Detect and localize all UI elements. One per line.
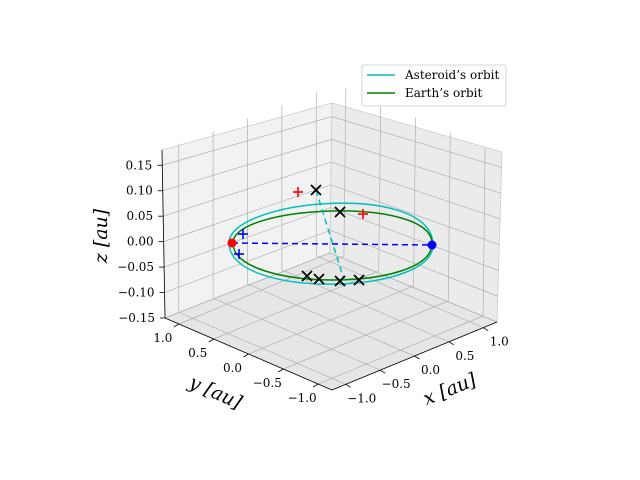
blue-dashed-line [231, 242, 433, 246]
black-x-marker [313, 273, 325, 285]
y-axis-label: y [au] [185, 371, 246, 414]
y-tick [173, 323, 180, 328]
z-gridline [163, 184, 332, 242]
y-tick [278, 368, 284, 373]
x-tick-label: 0.0 [421, 363, 440, 377]
z-tick-label: −0.15 [118, 311, 155, 325]
blue-dot-marker [427, 240, 437, 250]
z-gridline [330, 184, 500, 246]
red-plus-marker [293, 187, 303, 197]
x-tick-label: −1.0 [347, 391, 376, 405]
y-tick-label: −0.5 [253, 376, 282, 390]
z-tick-label: 0.05 [126, 209, 153, 223]
z-gridline [329, 252, 498, 323]
z-gridline [163, 161, 332, 217]
z-gridline [331, 116, 502, 168]
z-tick-label: 0.10 [126, 184, 153, 198]
legend-label-earth: Earth’s orbit [405, 86, 482, 100]
y-gridline [213, 270, 379, 340]
y-gridline [283, 300, 449, 370]
x-tick [448, 341, 455, 346]
black-x-marker [334, 206, 346, 218]
tick-marks: −1.0 −0.5 0.0 0.5 1.0 1.0 0.5 0.0 −0.5 −1.0 0.15 0.… [117, 158, 508, 405]
x-tick [483, 327, 489, 332]
black-x-marker [310, 184, 322, 196]
y-tick-label: 1.0 [153, 331, 172, 345]
legend-label-asteroid: Asteroid’s orbit [404, 68, 499, 82]
blue-plus-marker [234, 249, 244, 259]
z-gridline [162, 139, 332, 192]
y-wall-gridline [413, 117, 416, 287]
y-tick [208, 338, 214, 343]
z-tick-label: −0.05 [117, 260, 154, 274]
y-tick-label: −1.0 [288, 391, 317, 405]
z-gridline [331, 161, 501, 220]
z-gridline [164, 229, 331, 293]
cyan-dashed-line [315, 189, 345, 281]
y-tick [312, 383, 319, 388]
z-axis-label: z [au] [90, 208, 112, 264]
x-tick-label: 1.0 [490, 335, 509, 349]
blue-plus-marker [238, 229, 248, 239]
z-gridline [330, 207, 499, 271]
black-x-markers [301, 184, 365, 287]
z-tick-label: 0.00 [127, 235, 154, 249]
z-tick-label: −0.10 [118, 286, 155, 300]
y-gridline [248, 285, 414, 355]
legend: Asteroid’s orbit Earth’s orbit [361, 64, 507, 107]
z-axis-spine [161, 149, 166, 319]
y-gridline [317, 315, 484, 385]
black-x-marker [334, 275, 346, 287]
black-x-marker [301, 270, 313, 282]
y-wall-gridline [482, 147, 486, 317]
z-gridline [162, 116, 332, 166]
grid-lines [162, 87, 502, 385]
y-wall-gridline [447, 132, 451, 302]
black-x-marker [353, 274, 365, 286]
red-plus-marker [358, 209, 368, 219]
y-wall-gridline [343, 87, 347, 257]
z-tick-label: 0.15 [126, 158, 153, 172]
z-gridline [163, 207, 331, 268]
z-gridline [330, 229, 498, 297]
z-gridline [164, 252, 331, 319]
x-tick [414, 355, 420, 360]
y-tick-label: 0.0 [223, 361, 242, 375]
x-tick-label: 0.5 [455, 349, 474, 363]
x-tick [379, 369, 386, 374]
x-tick [345, 383, 351, 388]
z-gridline [331, 139, 501, 194]
y-gridline [178, 255, 345, 325]
x-tick-label: −0.5 [382, 377, 411, 391]
red-dot-marker [227, 238, 237, 248]
y-tick [243, 353, 249, 358]
y-tick-label: 0.5 [188, 346, 207, 360]
